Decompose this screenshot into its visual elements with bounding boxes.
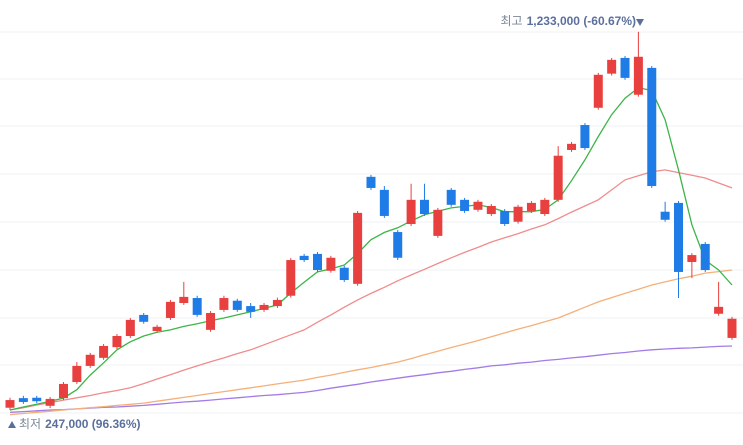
candle-body [393, 232, 403, 258]
candle-body [700, 243, 710, 271]
candle-body [72, 365, 82, 383]
candle-body [687, 255, 697, 262]
candle-body [152, 326, 162, 332]
candle-body [85, 354, 95, 366]
candle-body [219, 298, 229, 310]
low-value: 247,000 (96.36%) [45, 417, 140, 431]
candle-body [299, 255, 309, 261]
candle-body [593, 74, 603, 108]
candle-body [406, 199, 416, 224]
candle-body [500, 210, 510, 224]
candle-body [165, 301, 175, 318]
moving-average-line [9, 87, 733, 411]
candle-body [486, 205, 496, 215]
candle-body [353, 212, 363, 284]
candle-body [446, 189, 456, 205]
candle-body [179, 296, 189, 304]
candle-body [540, 199, 550, 215]
moving-average-line [9, 169, 733, 411]
candle-body [567, 143, 577, 150]
candle-body [99, 345, 109, 358]
candle-body [727, 318, 737, 338]
candle-body [513, 206, 523, 222]
candle-body [607, 59, 617, 74]
candle-body [620, 57, 630, 78]
candle-body [286, 260, 296, 296]
candle-body [714, 306, 724, 314]
moving-average-line [9, 269, 733, 416]
candle-body [246, 306, 256, 312]
candle-body [259, 304, 269, 310]
moving-averages [9, 87, 733, 416]
grid [0, 31, 743, 414]
candle-body [326, 257, 336, 271]
candle-body [125, 319, 135, 336]
candle-body [647, 67, 657, 187]
candle-body [313, 253, 323, 271]
high-annotation: 최고 1,233,000 (-60.67%) [501, 14, 637, 28]
candle-body [419, 199, 429, 215]
candle-body [18, 398, 28, 402]
candle-body [45, 398, 55, 406]
candle-body [526, 202, 536, 211]
candles [5, 31, 737, 411]
candle-body [366, 176, 376, 188]
candle-body [674, 202, 683, 272]
candle-body [32, 397, 42, 402]
high-value: 1,233,000 (-60.67%) [527, 14, 636, 28]
candle-body [660, 211, 670, 220]
candle-body [139, 314, 149, 322]
low-annotation: 최저 247,000 (96.36%) [19, 417, 141, 431]
candle-body [433, 209, 443, 236]
low-marker [8, 421, 16, 428]
high-label: 최고 [501, 14, 523, 28]
candle-body [5, 400, 15, 408]
candle-body [460, 199, 470, 211]
candle-body [553, 155, 563, 200]
candle-body [232, 300, 242, 310]
candle-body [192, 298, 202, 315]
candle-body [633, 56, 643, 95]
candle-body [272, 299, 282, 307]
candle-body [473, 201, 483, 210]
candle-body [112, 336, 122, 348]
candle-body [339, 267, 349, 280]
candle-body [379, 189, 389, 216]
candle-body [58, 383, 68, 399]
candle-body [580, 125, 590, 149]
low-label: 최저 [19, 417, 41, 431]
moving-average-line [9, 345, 733, 413]
high-marker [636, 19, 644, 26]
candle-body [206, 312, 216, 330]
